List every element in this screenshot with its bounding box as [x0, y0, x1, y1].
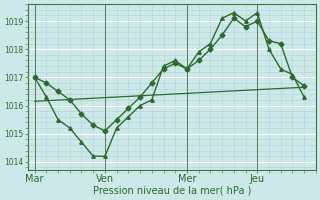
X-axis label: Pression niveau de la mer( hPa ): Pression niveau de la mer( hPa )	[92, 186, 251, 196]
